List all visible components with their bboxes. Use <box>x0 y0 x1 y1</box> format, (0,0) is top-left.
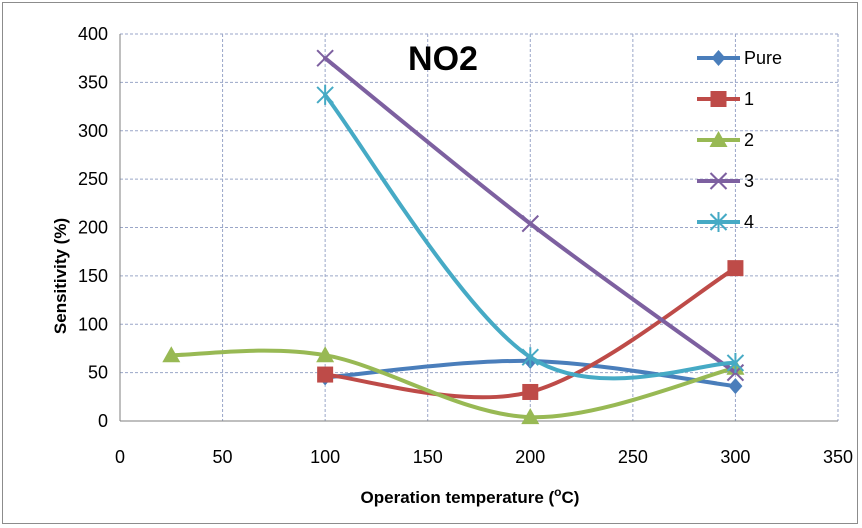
data-point <box>728 378 743 395</box>
legend-label: 4 <box>744 212 754 232</box>
legend-entry: 2 <box>697 130 754 150</box>
marker-stroke <box>521 214 539 233</box>
data-point <box>521 408 540 425</box>
legend-marker <box>711 50 726 66</box>
legend-label: 1 <box>744 89 754 109</box>
data-point <box>316 49 334 67</box>
x-tick-label: 100 <box>310 447 340 467</box>
legend-entry: 1 <box>697 89 754 109</box>
x-tick-label: 350 <box>823 447 853 467</box>
data-point <box>162 346 181 363</box>
x-axis-title-sup: o <box>554 485 561 499</box>
x-tick-label: 200 <box>515 447 545 467</box>
data-point <box>316 346 335 363</box>
legend-entry: 4 <box>697 212 754 232</box>
y-tick-label: 150 <box>78 266 108 286</box>
x-tick-label: 250 <box>618 447 648 467</box>
legend-marker <box>709 172 728 190</box>
legend-marker <box>709 212 728 232</box>
data-point <box>727 260 744 277</box>
marker-stroke <box>316 49 334 67</box>
x-tick-labels: 0 50 100 150 200 250 300 350 <box>115 447 853 467</box>
series-5 <box>316 84 745 381</box>
y-tick-label: 250 <box>78 169 108 189</box>
x-axis-title-unit: C) <box>562 488 580 507</box>
x-axis-title: Operation temperature (oC) <box>361 485 580 507</box>
legend-marker <box>709 131 728 147</box>
data-point <box>726 352 745 373</box>
marker-stroke <box>709 172 728 190</box>
legend: Pure 1 2 3 4 <box>697 48 782 232</box>
legend-entry: 3 <box>697 171 754 191</box>
legend-marker <box>710 91 727 107</box>
x-tick-label: 150 <box>413 447 443 467</box>
data-point <box>522 383 539 400</box>
y-tick-label: 300 <box>78 121 108 141</box>
data-point <box>521 214 539 233</box>
series-layer <box>162 49 745 425</box>
y-tick-label: 350 <box>78 72 108 92</box>
y-tick-label: 0 <box>98 411 108 431</box>
chart-title: NO2 <box>408 40 478 78</box>
x-tick-label: 50 <box>213 447 233 467</box>
axes <box>119 34 838 422</box>
legend-label: 3 <box>744 171 754 191</box>
series-2 <box>317 260 744 400</box>
x-axis-title-main: Operation temperature ( <box>361 488 555 507</box>
y-tick-label: 50 <box>88 363 108 383</box>
y-tick-label: 100 <box>78 314 108 334</box>
series-line <box>323 92 738 381</box>
series-line <box>169 348 738 420</box>
series-3 <box>162 346 745 425</box>
y-tick-label: 200 <box>78 218 108 238</box>
y-axis-title: Sensitivity (%) <box>51 218 70 334</box>
data-point <box>317 366 334 383</box>
legend-label: 2 <box>744 130 754 150</box>
x-tick-label: 300 <box>720 447 750 467</box>
legend-label: Pure <box>744 48 782 68</box>
legend-entry: Pure <box>697 48 782 68</box>
data-point <box>316 84 334 105</box>
x-tick-label: 0 <box>115 447 125 467</box>
y-tick-labels: 0 50 100 150 200 250 300 350 400 <box>78 24 108 431</box>
data-point <box>521 347 539 368</box>
y-tick-label: 400 <box>78 24 108 44</box>
